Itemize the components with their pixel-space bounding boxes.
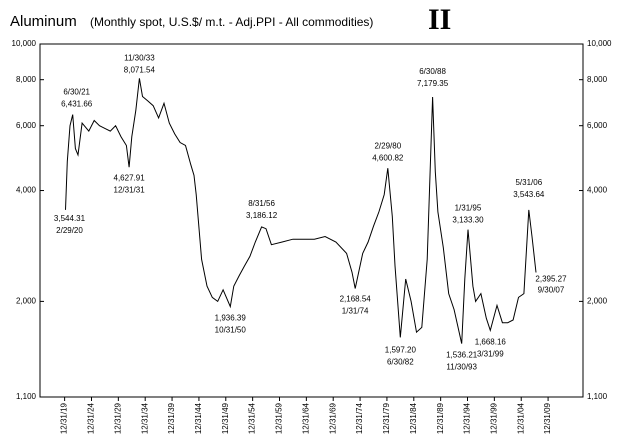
chart-title: Aluminum	[10, 13, 77, 30]
y2-tick-label: 1,100	[587, 392, 608, 401]
annotation-value: 1,668.16	[475, 338, 507, 347]
annotation-date: 6/30/88	[419, 67, 446, 76]
annotation-date: 11/30/93	[446, 363, 477, 372]
annotation-date: 10/31/50	[215, 326, 247, 335]
plot-frame	[39, 43, 584, 398]
x-tick-label: 12/31/84	[409, 402, 418, 434]
y2-tick-label: 8,000	[587, 75, 608, 84]
y-tick-label: 6,000	[16, 121, 37, 130]
y-tick-label: 4,000	[16, 186, 37, 195]
y-tick-label: 2,000	[16, 296, 37, 305]
annotation-value: 1,536.21	[446, 351, 478, 360]
annotation-value: 4,627.91	[114, 173, 146, 182]
annotation-date: 12/31/31	[114, 185, 146, 194]
y2-tick-label: 4,000	[587, 186, 608, 195]
x-tick-label: 12/31/74	[355, 402, 364, 434]
x-tick-label: 12/31/59	[275, 402, 284, 434]
y2-tick-label: 6,000	[587, 121, 608, 130]
annotation-value: 3,544.31	[54, 214, 86, 223]
annotation-date: 11/30/33	[124, 53, 155, 62]
chart-subtitle: (Monthly spot, U.S.$/ m.t. - Adj.PPI - A…	[90, 15, 373, 29]
y2-tick-label: 2,000	[587, 296, 608, 305]
annotation-date: 6/30/82	[387, 357, 414, 366]
x-tick-label: 12/31/04	[516, 402, 525, 434]
annotation-value: 2,168.54	[340, 295, 372, 304]
chart-mark: II	[428, 3, 451, 36]
annotation-date: 3/31/99	[477, 350, 504, 359]
x-tick-label: 12/31/39	[167, 402, 176, 434]
annotation-date: 9/30/07	[538, 286, 565, 295]
annotation-value: 1,597.20	[385, 345, 417, 354]
x-tick-label: 12/31/19	[60, 402, 69, 434]
annotation-value: 2,395.27	[535, 275, 567, 284]
annotation-date: 1/31/95	[455, 204, 482, 213]
x-tick-label: 12/31/09	[543, 402, 552, 434]
x-tick-label: 12/31/54	[248, 402, 257, 434]
annotation-date: 2/29/20	[56, 226, 83, 235]
x-tick-label: 12/31/79	[382, 402, 391, 434]
annotation-value: 3,186.12	[246, 211, 278, 220]
annotation-date: 6/30/21	[63, 88, 90, 97]
annotation-value: 4,600.82	[372, 153, 404, 162]
x-tick-label: 12/31/49	[221, 402, 230, 434]
y-tick-label: 1,100	[16, 392, 37, 401]
y2-tick-label: 10,000	[587, 39, 612, 48]
annotation-value: 6,431.66	[61, 100, 93, 109]
x-tick-label: 12/31/89	[436, 402, 445, 434]
price-line	[65, 78, 537, 344]
y-tick-label: 8,000	[16, 75, 37, 84]
annotation-value: 3,543.64	[513, 190, 545, 199]
annotation-date: 2/29/80	[374, 141, 401, 150]
annotation-value: 8,071.54	[124, 65, 156, 74]
annotation-value: 1,936.39	[215, 314, 247, 323]
x-tick-label: 12/31/69	[328, 402, 337, 434]
annotation-date: 5/31/06	[515, 178, 542, 187]
x-tick-label: 12/31/99	[489, 402, 498, 434]
annotation-date: 1/31/74	[342, 307, 369, 316]
y-tick-label: 10,000	[12, 39, 37, 48]
x-tick-label: 12/31/94	[463, 402, 472, 434]
x-tick-label: 12/31/34	[140, 402, 149, 434]
x-tick-label: 12/31/24	[87, 402, 96, 434]
annotation-value: 7,179.35	[417, 79, 449, 88]
x-tick-label: 12/31/64	[301, 402, 310, 434]
x-tick-label: 12/31/44	[194, 402, 203, 434]
x-tick-label: 12/31/29	[113, 402, 122, 434]
annotation-value: 3,133.30	[452, 216, 484, 225]
annotation-date: 8/31/56	[248, 199, 275, 208]
